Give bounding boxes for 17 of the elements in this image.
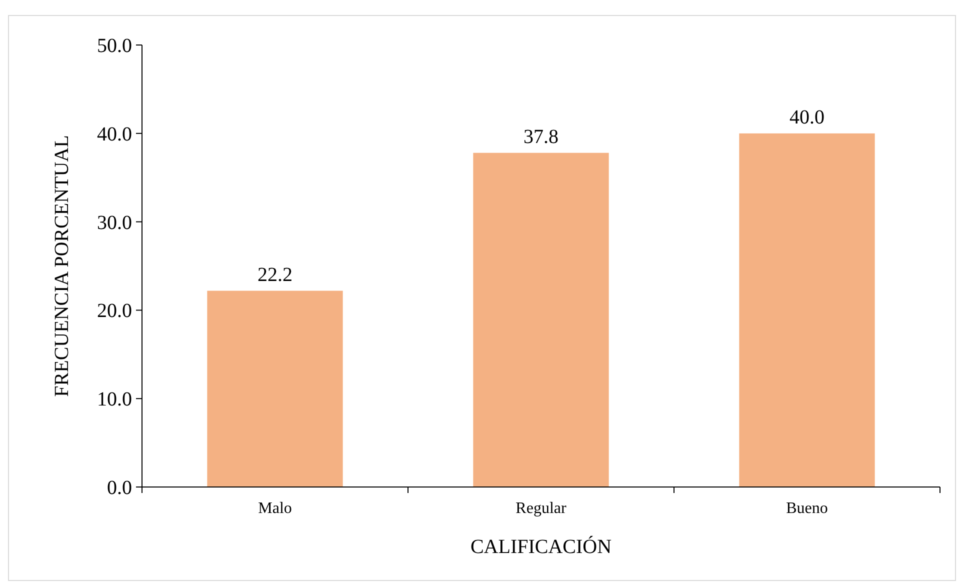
y-axis-title: FRECUENCIA PORCENTUAL (51, 135, 73, 397)
data-label: 37.8 (524, 126, 558, 148)
y-tick-label: 50.0 (97, 35, 132, 57)
data-label: 22.2 (258, 264, 292, 286)
x-tick-label: Malo (258, 500, 292, 517)
y-tick-label: 0.0 (107, 477, 132, 499)
bar (739, 133, 875, 487)
bar (207, 290, 343, 487)
y-tick-label: 30.0 (97, 212, 132, 234)
x-axis-title: CALIFICACIÓN (470, 535, 612, 558)
bar (473, 152, 609, 487)
x-tick-label: Regular (516, 500, 567, 517)
data-label: 40.0 (790, 106, 824, 128)
y-tick-label: 10.0 (97, 388, 132, 411)
y-tick-label: 40.0 (97, 123, 132, 146)
x-tick-label: Bueno (786, 500, 828, 517)
y-tick-label: 20.0 (97, 300, 132, 322)
